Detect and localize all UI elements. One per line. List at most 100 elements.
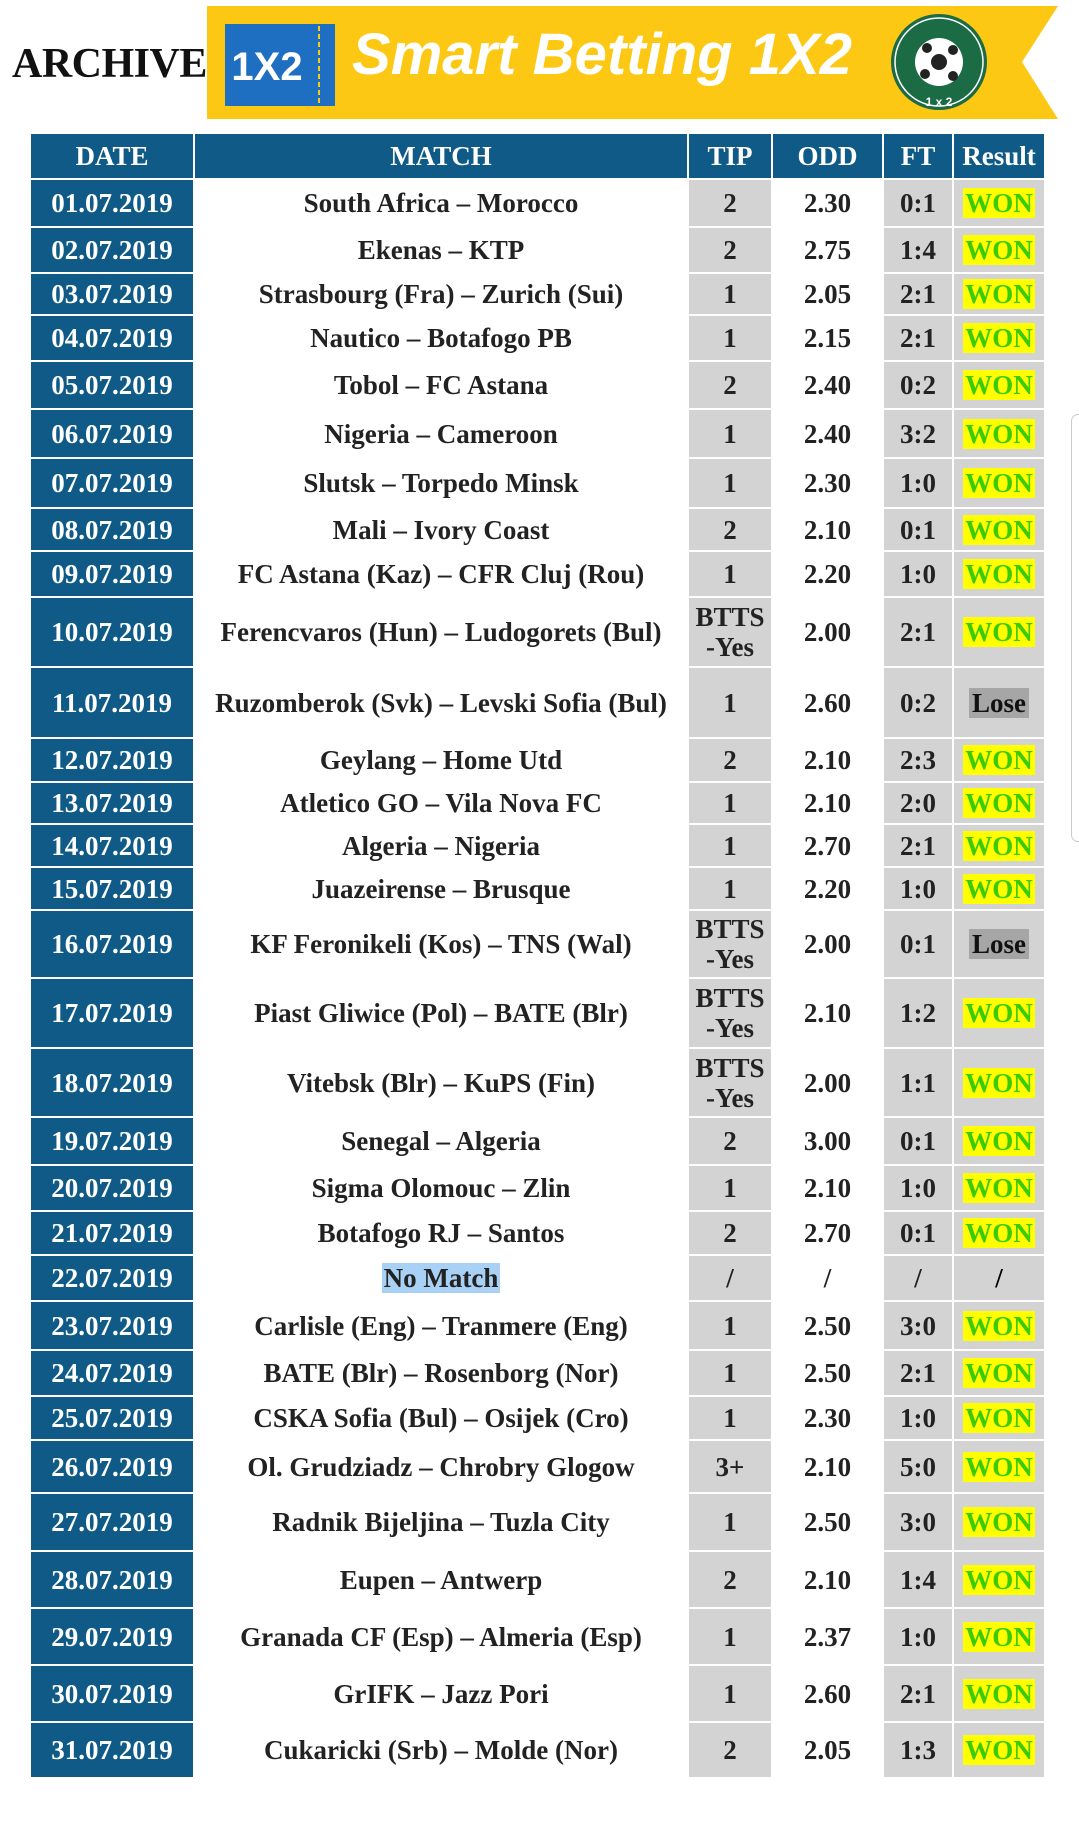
result-cell: WON	[952, 1607, 1046, 1666]
scrollbar[interactable]	[1071, 414, 1079, 842]
table-row: 26.07.2019 Ol. Grudziadz – Chrobry Glogow…	[29, 1439, 1046, 1494]
tip-cell-text: BTTS-Yes	[695, 914, 765, 974]
tip-cell-text: 2	[723, 235, 737, 265]
result-cell-text: WON	[963, 1067, 1035, 1098]
odd-cell-text: 2.70	[803, 830, 852, 861]
result-cell-text: /	[995, 1263, 1003, 1293]
match-cell-text: Ruzomberok (Svk) – Levski Sofia (Bul)	[215, 687, 667, 718]
ft-cell-text: 1:0	[900, 1403, 936, 1433]
table-row: 29.07.2019 Granada CF (Esp) – Almeria (Es…	[29, 1607, 1046, 1666]
odd-cell: 2.10	[771, 1164, 884, 1212]
match-cell-text: Radnik Bijeljina – Tuzla City	[272, 1507, 610, 1537]
header-date: DATE	[29, 132, 195, 180]
odd-cell-text: 2.40	[803, 370, 852, 400]
match-cell-text: Granada CF (Esp) – Almeria (Esp)	[240, 1621, 642, 1652]
header-tip: TIP	[687, 132, 773, 180]
result-cell-text: WON	[963, 1451, 1035, 1482]
tip-cell: 1	[687, 408, 773, 459]
match-cell: Cukaricki (Srb) – Molde (Nor)	[193, 1721, 689, 1779]
tip-cell: BTTS-Yes	[687, 1047, 773, 1118]
result-cell-text: WON	[963, 1173, 1035, 1203]
table-row: 01.07.2019 South Africa – Morocco 2 2.30 0:1…	[29, 178, 1046, 228]
match-cell: Nigeria – Cameroon	[193, 408, 689, 459]
date-cell-text: 10.07.2019	[51, 617, 173, 647]
result-cell-text: WON	[963, 1126, 1035, 1156]
match-cell: Mali – Ivory Coast	[193, 507, 689, 552]
match-cell: BATE (Blr) – Rosenborg (Nor)	[193, 1349, 689, 1397]
ft-cell-text: 3:0	[900, 1507, 936, 1537]
match-cell-text: CSKA Sofia (Bul) – Osijek (Cro)	[253, 1403, 629, 1433]
odd-cell-text: 2.00	[803, 929, 852, 959]
odd-cell: 2.20	[771, 550, 884, 598]
date-cell: 09.07.2019	[29, 550, 195, 598]
tip-cell-text: 1	[723, 830, 737, 861]
table-row: 16.07.2019 KF Feronikeli (Kos) – TNS (Wal…	[29, 909, 1046, 979]
match-cell-text: Atletico GO – Vila Nova FC	[280, 788, 602, 818]
odd-cell-text: 2.50	[803, 1310, 852, 1341]
date-cell-text: 26.07.2019	[51, 1451, 173, 1482]
match-cell: Atletico GO – Vila Nova FC	[193, 781, 689, 825]
odd-cell: 2.00	[771, 1047, 884, 1118]
date-cell-text: 28.07.2019	[51, 1564, 173, 1595]
date-cell: 20.07.2019	[29, 1164, 195, 1212]
date-cell: 05.07.2019	[29, 360, 195, 410]
match-cell-text: Algeria – Nigeria	[342, 830, 540, 861]
odd-cell-text: 2.00	[803, 617, 852, 647]
match-cell-text: Juazeirense – Brusque	[311, 873, 571, 904]
table-row: 18.07.2019 Vitebsk (Blr) – KuPS (Fin) BTTS…	[29, 1047, 1046, 1118]
tip-cell: 2	[687, 360, 773, 410]
ft-cell-text: 1:0	[900, 468, 936, 498]
date-cell-text: 24.07.2019	[51, 1358, 173, 1388]
tip-cell-text: 1	[723, 323, 737, 353]
result-cell: WON	[952, 823, 1046, 868]
ft-cell-text: 2:1	[900, 1358, 936, 1388]
odd-cell: 2.30	[771, 457, 884, 509]
date-cell: 04.07.2019	[29, 314, 195, 362]
tip-cell: 1	[687, 1664, 773, 1723]
match-cell-text: Piast Gliwice (Pol) – BATE (Blr)	[254, 998, 628, 1028]
ft-cell: 0:1	[882, 178, 954, 228]
tip-cell: BTTS-Yes	[687, 977, 773, 1049]
tip-cell-text: BTTS-Yes	[695, 983, 765, 1043]
date-cell: 02.07.2019	[29, 226, 195, 274]
date-cell: 24.07.2019	[29, 1349, 195, 1397]
match-cell-text: Mali – Ivory Coast	[332, 514, 550, 545]
match-cell: Sigma Olomouc – Zlin	[193, 1164, 689, 1212]
date-cell: 16.07.2019	[29, 909, 195, 979]
table-row: 31.07.2019 Cukaricki (Srb) – Molde (Nor) 2…	[29, 1721, 1046, 1779]
result-cell: WON	[952, 457, 1046, 509]
odd-cell-text: 2.10	[803, 1451, 852, 1482]
odd-cell: 2.10	[771, 781, 884, 825]
result-cell-text: WON	[963, 745, 1035, 775]
match-cell-text: Carlisle (Eng) – Tranmere (Eng)	[254, 1310, 628, 1341]
result-cell: WON	[952, 977, 1046, 1049]
ft-cell: 1:0	[882, 1164, 954, 1212]
tip-cell: BTTS-Yes	[687, 909, 773, 979]
result-cell: WON	[952, 781, 1046, 825]
match-cell-text: BATE (Blr) – Rosenborg (Nor)	[263, 1358, 619, 1388]
odd-cell-text: 2.50	[803, 1507, 852, 1537]
header-odd: ODD	[771, 132, 884, 180]
result-cell: WON	[952, 550, 1046, 598]
ft-cell-text: 3:2	[900, 418, 936, 449]
table-row: 05.07.2019 Tobol – FC Astana 2 2.40 0:2 WON	[29, 360, 1046, 410]
ft-cell: 1:4	[882, 1550, 954, 1609]
date-cell-text: 08.07.2019	[51, 514, 173, 545]
odd-cell-text: 2.15	[803, 323, 852, 353]
match-cell: Ol. Grudziadz – Chrobry Glogow	[193, 1439, 689, 1494]
odd-cell: /	[771, 1254, 884, 1302]
table-row: 04.07.2019 Nautico – Botafogo PB 1 2.15 2:1 W…	[29, 314, 1046, 362]
tip-cell: 1	[687, 1607, 773, 1666]
date-cell-text: 17.07.2019	[51, 998, 173, 1028]
tip-cell-text: 1	[723, 1678, 737, 1709]
result-cell-text: WON	[963, 468, 1035, 498]
ft-cell-text: 2:1	[900, 279, 936, 309]
result-cell-text: Lose	[969, 929, 1029, 959]
table-row: 10.07.2019 Ferencvaros (Hun) – Ludogorets…	[29, 596, 1046, 668]
tip-cell: 1	[687, 666, 773, 739]
match-cell-text: Sigma Olomouc – Zlin	[311, 1173, 571, 1203]
match-cell: Piast Gliwice (Pol) – BATE (Blr)	[193, 977, 689, 1049]
result-cell: WON	[952, 866, 1046, 911]
tip-cell-text: BTTS-Yes	[695, 602, 765, 662]
tip-cell: 1	[687, 314, 773, 362]
